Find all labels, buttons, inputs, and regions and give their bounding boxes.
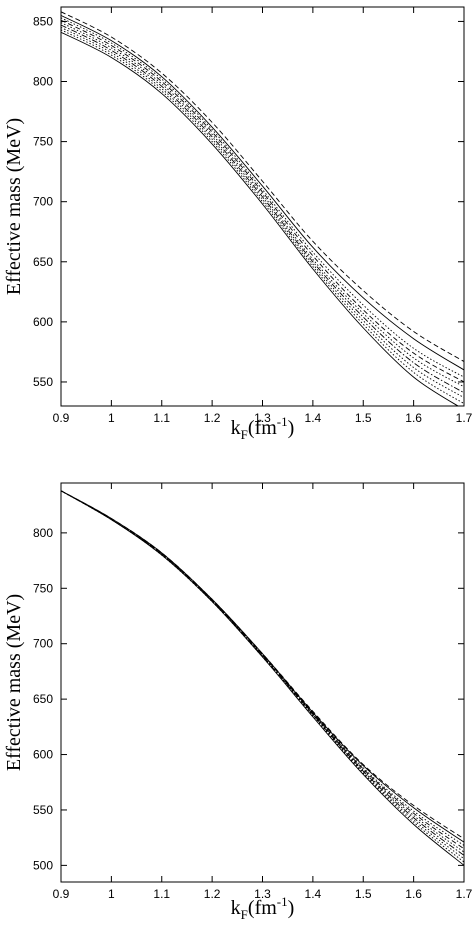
series-group xyxy=(61,11,464,406)
x-axis-label-close: ) xyxy=(288,897,295,919)
series-line-2 xyxy=(61,29,464,404)
series-line-3 xyxy=(61,27,464,398)
y-tick-label: 800 xyxy=(33,526,53,540)
y-tick-label: 800 xyxy=(33,75,53,89)
series-line-1 xyxy=(61,31,459,406)
top-panel: 0.9 1 1.1 1.2 1.3 1.4 1.5 1.6 1.7 550 600 650 700 750… xyxy=(3,6,473,442)
y-tick-label: 700 xyxy=(33,637,53,651)
series-line-7 xyxy=(61,490,464,846)
series-line-4 xyxy=(61,490,464,856)
x-tick-label: 1.4 xyxy=(305,887,322,901)
x-tick-label: 1.7 xyxy=(456,887,473,901)
y-axis-label: Effective mass (MeV) xyxy=(3,118,25,295)
x-axis-label-main: k xyxy=(231,417,241,439)
x-tick-label: 1.2 xyxy=(204,887,221,901)
x-axis-label-close: ) xyxy=(288,417,295,439)
x-tick-label: 0.9 xyxy=(53,411,70,425)
x-axis-label-sub: F xyxy=(241,907,248,922)
x-tick-label: 1.5 xyxy=(355,411,372,425)
x-axis-label-main: k xyxy=(231,897,241,919)
x-tick-label: 1.6 xyxy=(405,411,422,425)
x-axis-label: kF(fm-1) xyxy=(231,894,295,922)
x-tick-label: 1 xyxy=(108,887,115,901)
series-line-9 xyxy=(61,11,464,362)
plot-frame xyxy=(60,6,465,407)
y-tick-label: 700 xyxy=(33,195,53,209)
x-axis-label-unit: (fm xyxy=(248,417,277,439)
x-tick-label: 0.9 xyxy=(53,887,70,901)
series-line-5 xyxy=(61,490,464,853)
y-tick-label: 650 xyxy=(33,692,53,706)
x-tick-label: 1.3 xyxy=(254,411,271,425)
series-line-4 xyxy=(61,24,464,394)
y-tick-label: 600 xyxy=(33,315,53,329)
y-tick-label: 550 xyxy=(33,803,53,817)
y-tick-label: 850 xyxy=(33,14,53,28)
series-line-6 xyxy=(61,490,464,850)
x-tick-label: 1 xyxy=(108,411,115,425)
series-group xyxy=(61,490,464,866)
series-line-6 xyxy=(61,19,464,383)
x-tick-label: 1.7 xyxy=(456,411,473,425)
bottom-panel: 0.9 1 1.1 1.2 1.3 1.4 1.5 1.6 1.7 500 550 600 650 700… xyxy=(3,482,473,922)
y-tick-label: 500 xyxy=(33,858,53,872)
x-tick-label: 1.1 xyxy=(153,411,170,425)
x-tick-label: 1.3 xyxy=(254,887,271,901)
x-tick-label: 1.5 xyxy=(355,887,372,901)
x-axis-label-unit: (fm xyxy=(248,897,277,919)
x-tick-label: 1.6 xyxy=(405,887,422,901)
x-tick-label: 1.1 xyxy=(153,887,170,901)
y-tick-label: 650 xyxy=(33,255,53,269)
series-line-9 xyxy=(61,490,464,840)
x-axis-label: kF(fm-1) xyxy=(231,414,295,442)
series-line-8 xyxy=(61,490,464,843)
x-tick-label: 1.2 xyxy=(204,411,221,425)
series-line-5 xyxy=(61,22,464,388)
y-axis-label: Effective mass (MeV) xyxy=(3,594,25,771)
series-line-8 xyxy=(61,15,464,371)
series-line-2 xyxy=(61,490,464,863)
y-tick-label: 750 xyxy=(33,581,53,595)
y-tick-label: 550 xyxy=(33,375,53,389)
y-tick-label: 600 xyxy=(33,748,53,762)
series-line-1 xyxy=(61,490,464,866)
x-axis-label-sup: -1 xyxy=(277,894,288,909)
x-axis-label-sup: -1 xyxy=(277,414,288,429)
y-tick-label: 750 xyxy=(33,135,53,149)
x-tick-label: 1.4 xyxy=(305,411,322,425)
plot-frame xyxy=(60,482,465,883)
x-axis-label-sub: F xyxy=(241,427,248,442)
